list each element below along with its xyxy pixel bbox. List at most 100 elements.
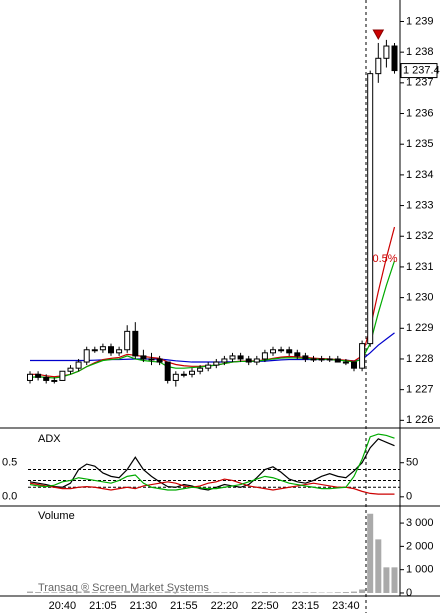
volume-bar (83, 591, 90, 593)
candle-body (27, 373, 33, 381)
volume-bar (375, 539, 382, 593)
volume-bar (367, 513, 374, 593)
volume-bar (310, 592, 317, 593)
volume-bar (140, 592, 147, 593)
candle-body (172, 373, 179, 381)
candle-body (124, 330, 131, 351)
volume-bar (99, 591, 106, 593)
candle-body (205, 364, 212, 369)
volume-bar (286, 592, 293, 593)
y-tick-label: 3 000 (406, 517, 434, 529)
candle-body (383, 45, 390, 59)
volume-bar (245, 592, 252, 593)
candle-body (375, 57, 382, 75)
y2-tick-label: 0.5 (2, 457, 17, 469)
candle-body (108, 346, 114, 354)
y-tick-label: 1 236 (406, 107, 434, 119)
volume-bar (75, 591, 82, 593)
y-tick-label: 0 (406, 491, 412, 503)
candle-body (326, 358, 333, 361)
candle-body (180, 373, 187, 376)
volume-bar (91, 592, 98, 593)
candle-body (237, 355, 244, 360)
candle-body (310, 358, 317, 361)
volume-bar (51, 592, 58, 593)
x-tick-label: 22:50 (251, 600, 279, 612)
volume-bar (164, 591, 171, 593)
candle-body (35, 373, 42, 378)
y2-tick-label: 0.0 (2, 491, 17, 503)
signal-marker (372, 29, 385, 40)
candle-body (91, 349, 98, 352)
candle-body (261, 352, 268, 360)
volume-bar (124, 590, 131, 593)
candle-body (278, 349, 285, 352)
volume-bar (180, 592, 187, 593)
candle-body (59, 370, 66, 381)
y-tick-label: 1 229 (406, 322, 434, 334)
volume-bar (156, 592, 163, 593)
candle-body (270, 349, 276, 354)
candle-body (164, 361, 171, 381)
candle-body (253, 358, 260, 363)
candle-body (75, 361, 82, 369)
candle-body (221, 358, 228, 363)
volume-bar (35, 592, 42, 593)
volume-bar (189, 592, 195, 593)
volume-bar (27, 591, 33, 593)
watermark: Transaq ® Screen Market Systems (38, 582, 209, 594)
indicator-line (29, 260, 396, 379)
y-tick-label: 0 (406, 587, 412, 599)
candle-body (67, 367, 74, 372)
volume-bar (342, 592, 349, 593)
y-tick-label: 1 237 (406, 77, 434, 89)
volume-bar (278, 592, 285, 593)
volume-bar (172, 591, 179, 593)
volume-bar (59, 591, 66, 593)
candle-body (43, 376, 50, 381)
volume-bar (221, 592, 228, 593)
candle-body (189, 370, 195, 375)
x-tick-label: 21:30 (130, 600, 158, 612)
volume-bar (253, 592, 260, 593)
price-label: 1 237.4 (403, 64, 440, 76)
volume-bar (383, 567, 390, 593)
volume-bar (270, 592, 276, 593)
panel-title: ADX (38, 433, 61, 445)
candle-body (83, 349, 90, 363)
candle-body (213, 361, 220, 366)
x-tick-label: 22:20 (211, 600, 239, 612)
y-tick-label: 1 234 (406, 169, 434, 181)
candle-body (148, 358, 155, 361)
candle-body (99, 346, 106, 351)
x-tick-label: 20:40 (49, 600, 77, 612)
y-tick-label: 1 228 (406, 353, 434, 365)
volume-bar (351, 591, 357, 593)
candle-body (351, 361, 357, 369)
annotation: 0.5% (373, 253, 398, 265)
y-tick-label: 2 000 (406, 540, 434, 552)
volume-bar (197, 592, 204, 593)
volume-bar (43, 592, 50, 593)
y-tick-label: 1 231 (406, 261, 434, 273)
candle-body (116, 349, 123, 354)
candle-body (132, 330, 139, 357)
volume-bar (294, 592, 301, 593)
volume-bar (261, 592, 268, 593)
y-tick-label: 1 000 (406, 564, 434, 576)
volume-bar (205, 592, 212, 593)
candle-body (286, 349, 293, 354)
candle-body (334, 358, 341, 363)
y-tick-label: 1 232 (406, 230, 434, 242)
indicator-line (29, 478, 395, 495)
volume-bar (213, 592, 220, 593)
y-tick-label: 1 235 (406, 138, 434, 150)
candle-body (342, 361, 349, 364)
volume-bar (391, 567, 398, 593)
x-tick-label: 21:05 (89, 600, 117, 612)
volume-bar (302, 592, 309, 593)
volume-bar (148, 592, 155, 593)
indicator-line (29, 433, 395, 491)
